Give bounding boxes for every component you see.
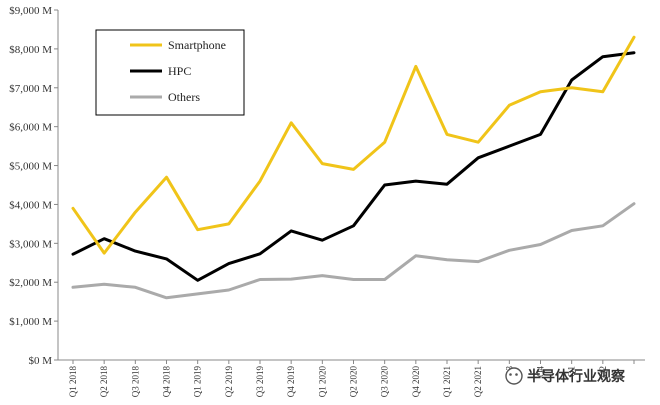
x-tick-label: Q4 2019 bbox=[286, 366, 296, 398]
y-axis-ticks: $0 M $1,000 M $2,000 M $3,000 M $4,000 M $5,0… bbox=[9, 5, 58, 367]
x-tick-label: Q2 2019 bbox=[224, 366, 234, 398]
x-tick-label: Q4 bbox=[536, 366, 546, 377]
x-tick-label: Q4 2018 bbox=[162, 366, 172, 398]
chart-series bbox=[71, 35, 636, 300]
wechat-icon bbox=[505, 367, 523, 385]
x-axis-ticks: Q1 2018 Q2 2018 Q3 2018 Q4 2018 Q1 2019 Q2 20… bbox=[68, 360, 635, 398]
x-tick-label: Q1 2018 bbox=[68, 366, 78, 398]
y-tick-label: $4,000 M bbox=[9, 199, 52, 211]
x-tick-label: Q2 bbox=[598, 366, 608, 377]
y-tick-label: $3,000 M bbox=[9, 238, 52, 250]
legend-label-smartphone: Smartphone bbox=[168, 38, 226, 52]
chart-axes bbox=[57, 10, 645, 361]
series-line-others bbox=[71, 202, 636, 300]
x-tick-label: Q1 2020 bbox=[317, 366, 327, 398]
watermark: 半导体行业观察 bbox=[505, 367, 626, 385]
x-tick-label: Q1 2019 bbox=[193, 366, 203, 398]
x-tick-label: Q1 bbox=[567, 366, 577, 377]
x-tick-label: Q3 2018 bbox=[130, 366, 140, 398]
x-tick-label: Q1 2021 bbox=[442, 366, 452, 397]
y-tick-label: $9,000 M bbox=[9, 5, 52, 17]
y-tick-label: $5,000 M bbox=[9, 161, 52, 173]
legend-box bbox=[95, 29, 245, 116]
y-tick-label: $0 M bbox=[28, 355, 52, 367]
watermark-text: 半导体行业观察 bbox=[527, 368, 626, 385]
x-tick-label: Q2 2018 bbox=[99, 366, 109, 398]
y-tick-label: $7,000 M bbox=[9, 83, 52, 95]
x-tick-label: Q4 2020 bbox=[411, 366, 421, 398]
x-tick-label: Q3 2020 bbox=[380, 366, 390, 398]
series-line-hpc bbox=[71, 51, 636, 282]
y-tick-label: $1,000 M bbox=[9, 316, 52, 328]
x-tick-label: Q2 2020 bbox=[349, 366, 359, 398]
chart-legend: Smartphone HPC Others bbox=[95, 29, 245, 116]
series-line-smartphone bbox=[71, 35, 636, 255]
x-tick-label: Q3 2019 bbox=[255, 366, 265, 398]
y-tick-label: $6,000 M bbox=[9, 122, 52, 134]
legend-label-others: Others bbox=[168, 90, 200, 104]
legend-label-hpc: HPC bbox=[168, 64, 191, 78]
y-tick-label: $8,000 M bbox=[9, 44, 52, 56]
x-tick-label: Q2 2021 bbox=[473, 366, 483, 397]
y-tick-label: $2,000 M bbox=[9, 277, 52, 289]
